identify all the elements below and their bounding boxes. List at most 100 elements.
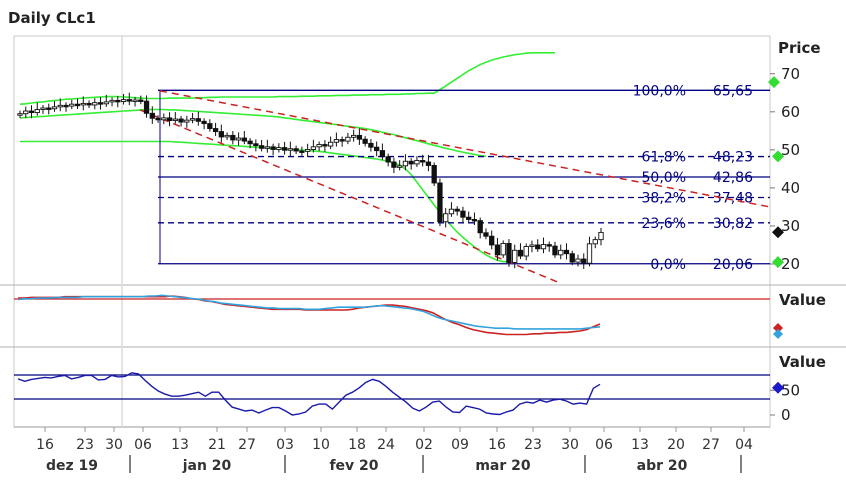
month-label: mar 20 bbox=[475, 458, 531, 474]
day-tick-label: 06 bbox=[134, 437, 152, 453]
candle-body bbox=[586, 243, 593, 264]
trend-line-lower bbox=[139, 109, 561, 284]
candle-body bbox=[356, 134, 363, 140]
candle-body bbox=[172, 118, 178, 122]
candle-body bbox=[97, 102, 104, 105]
candle-body bbox=[287, 148, 294, 151]
indicator1-pane bbox=[14, 294, 783, 339]
indicator2-tick-label: 50 bbox=[781, 381, 800, 399]
day-tick-label: 18 bbox=[348, 437, 366, 453]
candle-body bbox=[23, 110, 29, 115]
candle-body bbox=[264, 146, 271, 149]
day-tick-label: 06 bbox=[595, 437, 613, 453]
price-axis-marker bbox=[768, 76, 780, 89]
indicator2-pane: 050 bbox=[14, 372, 800, 424]
candle-body bbox=[316, 144, 322, 148]
day-tick-label: 21 bbox=[208, 437, 226, 453]
candle-body bbox=[258, 145, 265, 149]
candle-body bbox=[17, 113, 23, 116]
indicator1-marker-red bbox=[773, 323, 783, 333]
candle-body bbox=[529, 244, 535, 247]
candle-body bbox=[241, 137, 247, 142]
fib-level-percent: 23,6% bbox=[642, 216, 686, 232]
band-line bbox=[20, 140, 509, 263]
time-axis: 16 23 30 06 13 21 27 03 10 18 24 02 09 16 23 30 06 13 20 27… bbox=[36, 427, 753, 474]
candle-body bbox=[184, 119, 190, 123]
candle-body bbox=[270, 146, 276, 150]
candle-body bbox=[299, 150, 305, 153]
candle-body bbox=[598, 231, 604, 241]
candle-body bbox=[489, 235, 495, 246]
candle-body bbox=[40, 107, 46, 110]
day-tick-label: 04 bbox=[735, 437, 753, 453]
indicator2-axis-title: Value bbox=[779, 353, 826, 371]
candle-body bbox=[535, 244, 541, 250]
candle-body bbox=[466, 216, 472, 220]
candle-body bbox=[126, 99, 132, 102]
candle-body bbox=[425, 161, 432, 166]
indicator1-axis-title: Value bbox=[779, 291, 826, 309]
day-tick-label: 20 bbox=[667, 437, 685, 453]
candle-body bbox=[74, 103, 81, 107]
candle-body bbox=[253, 143, 259, 147]
candle-body bbox=[552, 245, 558, 256]
candle-body bbox=[178, 118, 184, 123]
candle-body bbox=[310, 146, 317, 150]
band-marker bbox=[772, 256, 784, 269]
candle-body bbox=[28, 110, 35, 114]
day-tick-label: 16 bbox=[36, 437, 54, 453]
band-marker bbox=[772, 150, 784, 163]
indicator2-line bbox=[17, 372, 601, 416]
candle-body bbox=[402, 160, 409, 167]
candle-body bbox=[448, 208, 455, 215]
candle-body bbox=[374, 146, 380, 152]
fib-level-value: 42,86 bbox=[713, 170, 753, 186]
candle-body bbox=[454, 208, 460, 212]
candle-body bbox=[408, 160, 414, 165]
candle-body bbox=[166, 117, 173, 122]
fib-level-percent: 100,0% bbox=[633, 83, 686, 99]
last-price-marker bbox=[772, 226, 784, 239]
candle-body bbox=[143, 100, 150, 114]
candle-body bbox=[391, 161, 397, 168]
day-tick-label: 23 bbox=[524, 437, 542, 453]
candle-body bbox=[34, 109, 40, 114]
price-axis-title: Price bbox=[778, 39, 821, 57]
month-label: abr 20 bbox=[637, 458, 688, 474]
day-tick-label: 24 bbox=[377, 437, 395, 453]
month-label: dez 19 bbox=[46, 458, 98, 474]
fib-level-percent: 38,2% bbox=[642, 190, 686, 206]
price-tick-label: 60 bbox=[781, 103, 800, 121]
chart-title: Daily CLc1 bbox=[8, 9, 96, 27]
candle-body bbox=[138, 99, 144, 102]
fib-level-value: 37,48 bbox=[713, 190, 753, 206]
candle-body bbox=[304, 149, 311, 152]
candle-body bbox=[397, 165, 403, 168]
candle-body bbox=[333, 139, 340, 143]
candle-body bbox=[483, 232, 489, 237]
price-tick-label: 30 bbox=[781, 217, 800, 235]
candle-body bbox=[581, 258, 587, 264]
day-tick-label: 03 bbox=[276, 437, 294, 453]
price-tick-label: 20 bbox=[781, 255, 800, 273]
candle-body bbox=[92, 102, 98, 106]
indicator2-tick-label: 0 bbox=[781, 406, 791, 424]
price-tick-label: 50 bbox=[781, 141, 800, 159]
candle-body bbox=[569, 253, 575, 263]
candle-body bbox=[540, 244, 547, 250]
candle-body bbox=[546, 244, 552, 247]
trend-line-upper bbox=[159, 90, 771, 208]
candle-body bbox=[293, 148, 299, 152]
candle-body bbox=[506, 243, 512, 263]
candle-body bbox=[494, 244, 501, 256]
candlesticks bbox=[17, 92, 604, 269]
candle-body bbox=[322, 144, 328, 147]
candle-body bbox=[120, 99, 127, 102]
candle-body bbox=[471, 219, 478, 222]
candle-body bbox=[592, 239, 598, 245]
candle-body bbox=[69, 103, 75, 107]
fib-level-value: 30,82 bbox=[713, 216, 753, 232]
day-tick-label: 27 bbox=[702, 437, 720, 453]
candle-body bbox=[327, 141, 334, 147]
month-label: jan 20 bbox=[182, 458, 232, 474]
